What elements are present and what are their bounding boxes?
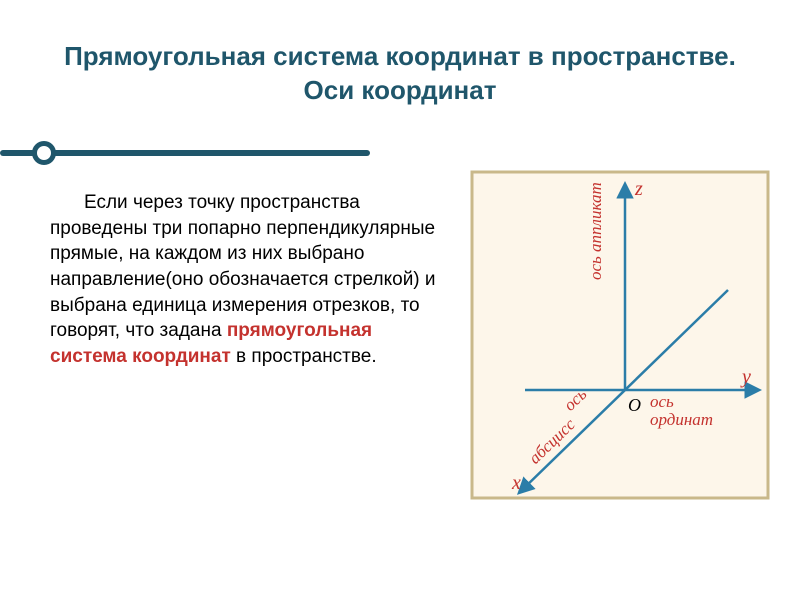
para-suffix: в пространстве. [231,346,377,367]
body-text: Если через точку пространства проведены … [50,190,450,369]
z-var: z [635,178,643,201]
z-axis-label: ось аппликат [586,182,606,280]
definition-paragraph: Если через точку пространства проведены … [50,190,450,369]
page-title: Прямоугольная система координат в простр… [60,40,740,108]
para-prefix: Если через точку пространства проведены … [50,192,436,341]
origin-label: O [628,395,641,416]
axes-svg [470,170,770,500]
y-axis-label: ординат [650,410,713,430]
y-var: y [742,366,751,389]
accent-bar-dot [32,141,56,165]
accent-bar [0,146,800,160]
x-var: x [512,472,521,495]
coordinate-diagram: z y x O ось аппликат ось ординат ось абс… [470,170,770,500]
y-axis-label-left: ось [650,392,674,412]
